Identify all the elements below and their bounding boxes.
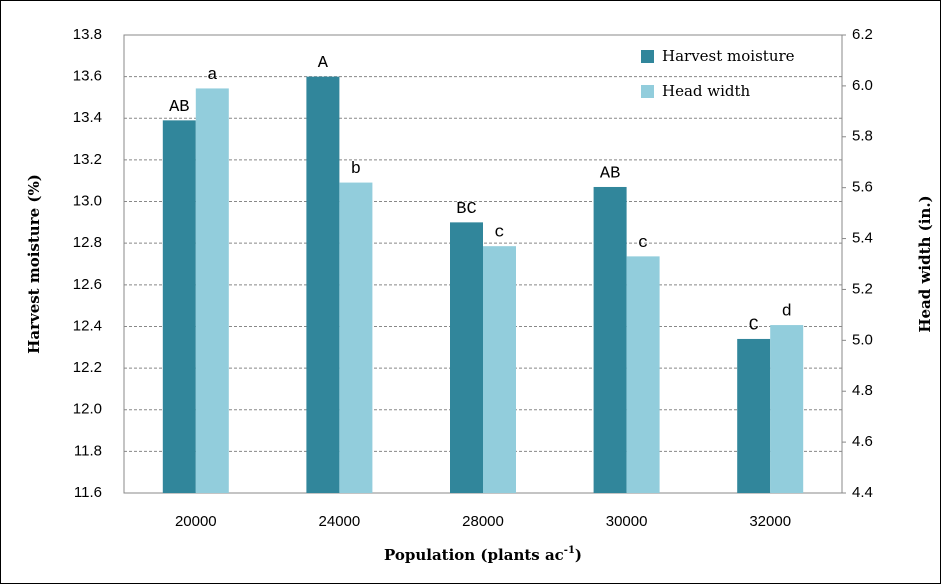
bar — [626, 256, 660, 493]
y2-tick-label: 6.2 — [852, 26, 873, 43]
bar-letter: AB — [600, 164, 620, 183]
y2-tick-label: 4.8 — [852, 382, 873, 399]
bar-letter: a — [207, 66, 217, 85]
y-tick-label: 12.4 — [73, 317, 102, 334]
y-tick-label: 12.6 — [73, 276, 102, 293]
bar — [339, 182, 373, 494]
bar-letter: d — [782, 303, 792, 322]
x-axis-title: Population (plants ac-1) — [384, 545, 582, 565]
bar-letter: A — [318, 54, 329, 73]
y2-tick-label: 5.8 — [852, 128, 873, 145]
bar-letter: c — [494, 224, 504, 243]
y-tick-label: 12.0 — [73, 401, 102, 418]
y-tick-label: 12.8 — [73, 234, 102, 251]
bar — [195, 88, 229, 493]
y2-tick-label: 6.0 — [852, 77, 873, 94]
x-axis-title-sup: -1 — [564, 545, 575, 556]
y-tick-label: 13.8 — [73, 26, 102, 43]
bar — [770, 325, 804, 493]
bar-letter: BC — [456, 200, 476, 219]
x-axis-title-text: Population (plants ac — [384, 546, 564, 564]
x-tick-label: 30000 — [606, 513, 648, 530]
y-axis-title: Harvest moisture (%) — [25, 174, 43, 354]
y-tick-label: 12.2 — [73, 359, 102, 376]
bar — [737, 338, 771, 493]
y-tick-label: 11.8 — [74, 442, 102, 459]
bar-letter: c — [638, 234, 648, 253]
y2-tick-label: 4.6 — [852, 433, 873, 450]
legend-label: Head width — [662, 82, 751, 100]
x-tick-label: 32000 — [749, 513, 791, 530]
y2-axis-title: Head width (in.) — [916, 195, 934, 332]
bar-letter: C — [749, 316, 759, 335]
y-tick-label: 13.0 — [73, 193, 102, 210]
bar — [450, 222, 483, 493]
y2-tick-label: 5.4 — [852, 230, 873, 247]
bar — [593, 186, 627, 494]
y-tick-label: 13.2 — [73, 151, 102, 168]
bar-letter: b — [351, 160, 361, 179]
y-tick-label: 13.4 — [73, 109, 102, 126]
y-tick-label: 11.6 — [74, 484, 102, 501]
y-tick-label: 13.6 — [73, 68, 102, 85]
bar — [483, 246, 516, 493]
bar — [306, 76, 340, 494]
x-axis-title-tail: ) — [575, 546, 582, 564]
x-tick-label: 20000 — [175, 513, 217, 530]
y2-tick-label: 5.6 — [852, 179, 873, 196]
x-tick-label: 24000 — [319, 513, 361, 530]
y2-tick-label: 5.2 — [852, 280, 873, 297]
y2-tick-label: 5.0 — [852, 331, 873, 348]
bar-letter: AB — [169, 98, 189, 117]
y2-tick-label: 4.4 — [852, 484, 873, 501]
legend-swatch — [641, 85, 654, 98]
legend-label: Harvest moisture — [662, 47, 795, 65]
x-tick-label: 28000 — [462, 513, 504, 530]
legend-swatch — [641, 50, 654, 63]
bar — [162, 120, 196, 493]
